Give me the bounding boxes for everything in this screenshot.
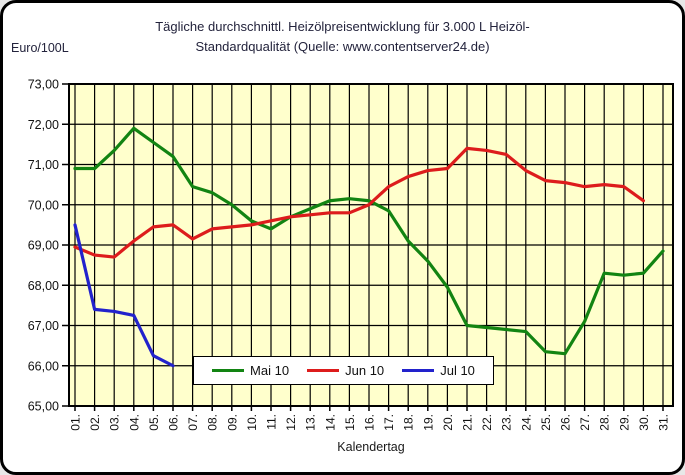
x-tick-label: 11.: [265, 414, 279, 430]
chart-title-line2: Standardqualität (Quelle: www.contentser…: [195, 38, 490, 54]
x-tick-label: 31.: [657, 414, 671, 431]
x-tick-label: 03.: [108, 414, 122, 431]
y-axis-unit-label: Euro/100L: [11, 41, 69, 55]
y-tick-label: 69,00: [28, 239, 59, 253]
x-tick-label: 04.: [127, 414, 141, 431]
x-tick-label: 17.: [382, 414, 396, 431]
x-tick-label: 09.: [225, 414, 239, 431]
y-tick-label: 68,00: [28, 279, 59, 293]
x-tick-label: 24.: [519, 414, 533, 431]
x-tick-label: 16.: [363, 414, 377, 431]
y-tick-label: 72,00: [28, 118, 59, 132]
x-tick-label: 13.: [304, 414, 318, 431]
x-tick-label: 08.: [206, 414, 220, 431]
x-axis-title: Kalendertag: [337, 440, 405, 454]
y-tick-label: 70,00: [28, 198, 59, 212]
series-line-jun-10: [73, 146, 646, 259]
legend-label: Mai 10: [250, 363, 290, 378]
x-tick-label: 30.: [637, 414, 651, 431]
x-tick-label: 01.: [69, 414, 83, 431]
y-tick-label: 66,00: [28, 359, 59, 373]
legend-line-swatch: [307, 369, 340, 372]
legend-line-swatch: [402, 369, 435, 372]
legend-item-mai-10: Mai 10: [212, 363, 289, 378]
x-tick-label: 12.: [284, 414, 298, 431]
x-tick-label: 05.: [147, 414, 161, 431]
legend-label: Jun 10: [345, 363, 385, 378]
y-tick-label: 73,00: [28, 78, 59, 92]
x-tick-label: 10.: [245, 414, 259, 431]
x-tick-label: 29.: [617, 414, 631, 431]
y-tick-label: 65,00: [28, 400, 59, 414]
series-line-mai-10: [73, 126, 665, 356]
chart-title-line1: Tägliche durchschnittl. Heizölpreisentwi…: [155, 19, 530, 34]
x-tick-label: 26.: [559, 414, 573, 431]
legend-line-swatch: [212, 369, 245, 372]
legend-item-jun-10: Jun 10: [307, 363, 384, 378]
x-tick-label: 25.: [539, 414, 553, 431]
x-tick-label: 18.: [402, 414, 416, 431]
x-tick-label: 19.: [421, 414, 435, 431]
y-tick-label: 71,00: [28, 158, 59, 172]
x-tick-label: 15.: [343, 414, 357, 431]
x-tick-label: 22.: [480, 414, 494, 431]
x-tick-label: 20.: [441, 414, 455, 431]
x-tick-label: 07.: [186, 414, 200, 431]
line-chart-plot-area: 73,00 72,00 71,00 70,00 69,00 68,00 67,00 66,00…: [28, 78, 674, 431]
x-tick-label: 27.: [578, 414, 592, 431]
x-tick-label: 06.: [167, 414, 181, 431]
x-tick-label: 28.: [598, 414, 612, 431]
legend-label: Jul 10: [440, 363, 475, 378]
series-line-jul-10: [73, 223, 175, 368]
chart-legend: Mai 10 Jun 10 Jul 10: [193, 356, 494, 385]
chart-title: Tägliche durchschnittl. Heizölpreisentwi…: [3, 17, 682, 56]
y-tick-label: 67,00: [28, 319, 59, 333]
x-tick-label: 14.: [323, 414, 337, 431]
x-tick-label: 21.: [461, 414, 475, 431]
x-tick-label: 02.: [88, 414, 102, 431]
x-tick-label: 23.: [500, 414, 514, 431]
legend-item-jul-10: Jul 10: [402, 363, 475, 378]
